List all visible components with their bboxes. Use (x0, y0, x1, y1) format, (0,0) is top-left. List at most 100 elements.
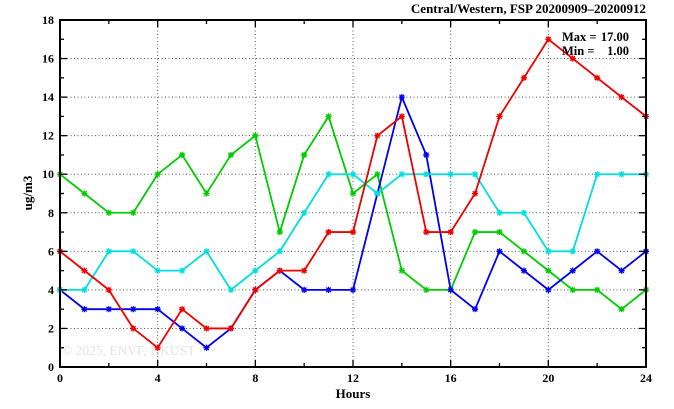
series-red (56, 36, 650, 351)
data-point-marker (203, 344, 210, 351)
data-point-marker (398, 267, 405, 274)
data-point-marker (301, 151, 308, 159)
data-point-marker (105, 209, 112, 216)
data-point-marker (325, 113, 332, 120)
data-point-marker (471, 228, 479, 236)
data-point-marker (569, 248, 576, 255)
data-point-marker (301, 209, 308, 216)
x-tick-label: 0 (57, 371, 63, 385)
data-point-marker (203, 190, 210, 197)
data-point-marker (349, 228, 357, 236)
data-point-marker (252, 132, 259, 139)
data-point-marker (252, 286, 259, 293)
data-point-marker (618, 306, 625, 313)
data-point-marker (618, 171, 625, 178)
data-point-marker (130, 248, 137, 255)
data-point-marker (471, 190, 479, 197)
y-tick-label: 2 (48, 321, 54, 335)
data-point-marker (569, 286, 576, 293)
data-point-marker (227, 325, 235, 332)
data-series (56, 36, 650, 351)
data-point-marker (154, 171, 161, 178)
data-point-marker (398, 171, 405, 178)
data-point-marker (496, 209, 503, 216)
data-point-marker (569, 55, 576, 62)
data-point-marker (447, 171, 454, 178)
data-point-marker (423, 228, 430, 236)
data-point-marker (594, 248, 601, 255)
data-point-marker (81, 267, 88, 274)
x-tick-label: 8 (252, 371, 258, 385)
data-point-marker (618, 94, 625, 101)
data-point-marker (569, 267, 576, 274)
max-annotation-value: 17.00 (601, 30, 629, 44)
data-point-marker (545, 248, 552, 255)
data-point-marker (130, 209, 137, 216)
data-point-marker (423, 286, 430, 293)
data-point-marker (325, 228, 332, 236)
x-tick-label: 4 (155, 371, 161, 385)
data-point-marker (349, 171, 357, 178)
data-point-marker (349, 190, 357, 197)
y-tick-label: 6 (48, 244, 54, 258)
series-blue-line (59, 94, 647, 349)
data-point-marker (227, 151, 235, 159)
y-tick-label: 8 (48, 206, 54, 220)
data-point-marker (130, 306, 137, 313)
data-point-marker (398, 113, 405, 120)
data-point-marker (447, 228, 454, 236)
plot-border (59, 19, 647, 368)
data-point-marker (105, 248, 112, 255)
data-point-marker (178, 267, 186, 274)
data-point-marker (154, 344, 161, 351)
data-point-marker (374, 132, 381, 139)
data-point-marker (301, 267, 308, 274)
data-point-marker (520, 209, 528, 216)
data-point-marker (227, 286, 235, 293)
data-point-marker (301, 286, 308, 293)
data-point-marker (81, 286, 88, 293)
data-point-marker (105, 286, 112, 293)
min-annotation-label: Min = (562, 44, 594, 58)
data-point-marker (81, 306, 88, 313)
data-point-marker (81, 190, 88, 197)
y-tick-label: 4 (48, 283, 54, 297)
x-tick-label: 16 (445, 371, 457, 385)
data-point-marker (276, 228, 283, 236)
y-tick-label: 10 (42, 167, 54, 181)
data-point-marker (203, 325, 210, 332)
data-point-marker (594, 74, 601, 81)
data-point-marker (276, 248, 283, 255)
min-annotation-value: 1.00 (607, 44, 629, 58)
data-point-marker (398, 94, 405, 101)
data-point-marker (520, 248, 528, 255)
data-point-marker (618, 267, 625, 274)
data-point-marker (349, 286, 357, 293)
data-point-marker (325, 171, 332, 178)
data-point-marker (423, 151, 430, 159)
data-point-marker (471, 306, 479, 313)
data-point-marker (520, 74, 528, 81)
data-point-marker (374, 190, 381, 197)
data-point-marker (496, 248, 503, 255)
data-point-marker (594, 171, 601, 178)
data-point-marker (594, 286, 601, 293)
data-point-marker (178, 151, 186, 159)
y-tick-label: 14 (42, 90, 54, 104)
y-tick-label: 0 (48, 360, 54, 374)
data-point-marker (496, 228, 503, 236)
data-point-marker (276, 267, 283, 274)
data-point-marker (325, 286, 332, 293)
data-point-marker (252, 267, 259, 274)
data-point-marker (130, 325, 137, 332)
chart-title: Central/Western, FSP 20200909–20200912 (411, 1, 646, 16)
y-tick-label: 18 (42, 13, 54, 27)
x-axis-label: Hours (336, 386, 371, 401)
y-tick-label: 16 (42, 52, 54, 66)
data-point-marker (447, 286, 454, 293)
data-point-marker (154, 267, 161, 274)
data-point-marker (545, 267, 552, 274)
data-point-marker (471, 171, 479, 178)
